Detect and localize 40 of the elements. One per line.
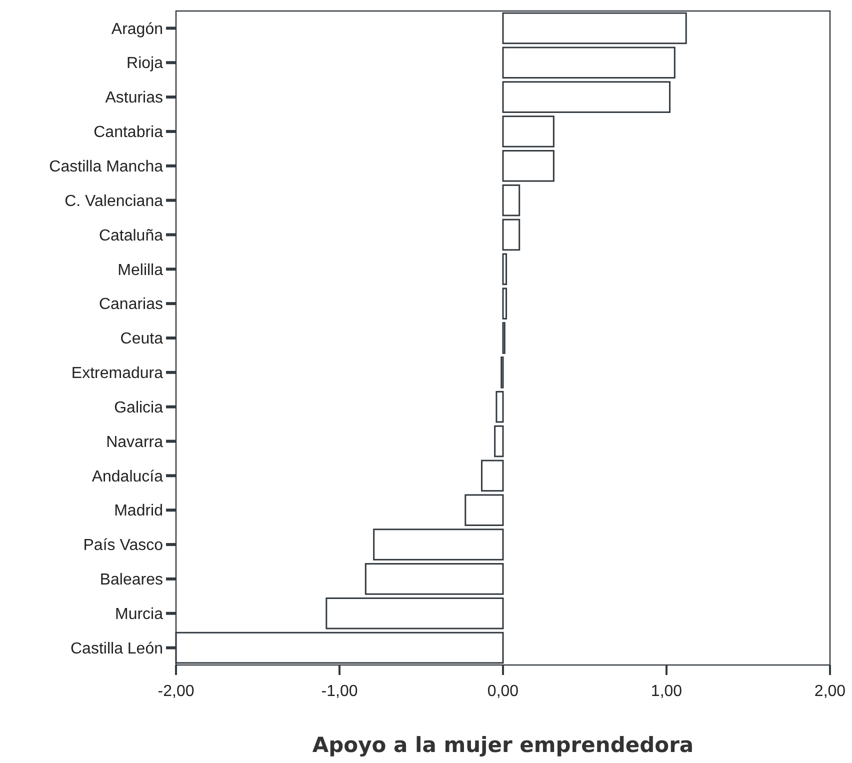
bar — [464, 494, 504, 526]
bar — [480, 460, 504, 492]
y-tick-label: Madrid — [114, 502, 163, 520]
y-tick-label: Asturias — [105, 90, 163, 107]
x-tick-label: -2,00 — [158, 683, 194, 700]
y-tick-label: C. Valenciana — [64, 192, 164, 210]
bar — [502, 81, 671, 113]
bar — [496, 390, 504, 423]
y-tick-label: Navarra — [106, 434, 164, 451]
y-tick-label: Extremadura — [71, 365, 164, 382]
y-tick-label: Andalucía — [92, 468, 164, 486]
y-tick-label: Murcia — [114, 606, 164, 623]
bar — [502, 116, 554, 148]
y-tick-label: Melilla — [118, 262, 164, 279]
bar — [364, 563, 504, 595]
x-tick-label: 2,00 — [814, 683, 846, 700]
y-tick-label: Cantabria — [94, 124, 164, 142]
y-tick-label: Baleares — [100, 572, 163, 589]
y-tick-label: Aragón — [111, 20, 163, 38]
x-tick-label: -1,00 — [321, 683, 358, 700]
bar — [494, 425, 504, 458]
bar — [502, 218, 520, 251]
x-tick-label: 0,00 — [487, 683, 519, 700]
bar — [502, 184, 520, 216]
x-tick-label: 1,00 — [650, 683, 682, 700]
y-tick-label: Castilla León — [70, 640, 163, 658]
y-tick-label: Canarias — [98, 296, 163, 314]
bar — [373, 528, 504, 560]
bar — [502, 150, 554, 182]
y-tick-label: Castilla Mancha — [49, 158, 164, 176]
bar — [502, 253, 508, 286]
y-tick-label: Galicia — [114, 399, 164, 416]
y-tick-label: Ceuta — [120, 330, 164, 348]
y-tick-label: Cataluña — [98, 227, 164, 244]
bar — [502, 288, 508, 320]
y-tick-label: Rioja — [126, 55, 164, 72]
x-axis-title: Apoyo a la mujer emprendedora — [312, 733, 694, 757]
bar — [326, 597, 504, 630]
bar — [502, 46, 676, 79]
y-tick-label: País Vasco — [83, 537, 164, 554]
